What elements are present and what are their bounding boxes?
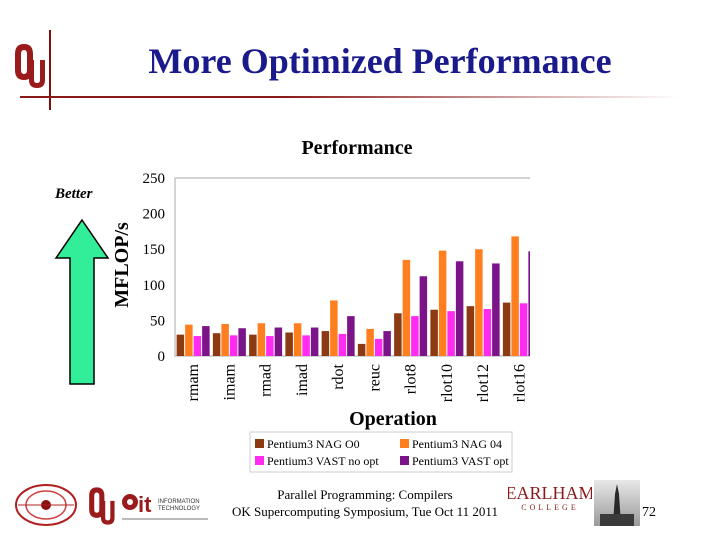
bar-rmad-series-1 [257, 323, 266, 356]
bar-rlot12-series-0 [466, 306, 475, 356]
x-tick-label: rlot12 [475, 364, 492, 402]
earlham-logo-text: EARLHAM [508, 483, 592, 503]
it-logo-line2: TECHNOLOGY [158, 506, 200, 512]
tower-photo-icon [594, 480, 640, 526]
x-tick-label: imam [221, 363, 238, 400]
y-tick-label: 0 [158, 349, 166, 365]
better-arrow-icon [54, 218, 110, 385]
page-number: 72 [642, 505, 656, 520]
footer-line2: OK Supercomputing Symposium, Tue Oct 11 … [232, 504, 498, 519]
y-tick-label: 250 [143, 171, 166, 187]
bar-reuc-series-2 [374, 338, 383, 356]
bar-imam-series-3 [238, 328, 246, 356]
ou-footer-logo-icon [89, 487, 115, 525]
bar-rlot16-series-2 [519, 303, 528, 356]
performance-chart: Performance MFLOP/s 0 50 100 150 200 250 rmam… [111, 137, 530, 473]
bar-rlot8-series-1 [402, 259, 411, 356]
footer-text: Parallel Programming: Compilers OK Super… [215, 486, 515, 520]
legend-swatch-3 [400, 456, 409, 465]
bar-imad-series-0 [285, 332, 293, 356]
x-tick-label: rmam [185, 363, 202, 401]
bar-rlot10-series-2 [447, 311, 455, 356]
slide-title: More Optimized Performance [148, 41, 612, 81]
bar-rlot16-series-0 [502, 302, 511, 356]
x-axis-label: Operation [349, 408, 437, 430]
better-label: Better [55, 186, 93, 202]
y-tick-label: 50 [150, 313, 165, 329]
bar-rlot10-series-1 [438, 250, 447, 356]
bar-reuc-series-3 [383, 331, 391, 356]
bar-rdot-series-3 [347, 316, 355, 356]
legend-swatch-0 [255, 439, 264, 448]
y-tick-label: 150 [143, 242, 166, 258]
bar-reuc-series-0 [357, 343, 366, 356]
bar-imad-series-2 [302, 335, 310, 356]
bar-rlot8-series-3 [419, 276, 428, 356]
x-tick-label: rlot16 [511, 364, 528, 402]
x-tick-label: imad [294, 364, 311, 396]
bar-imam-series-0 [212, 333, 221, 356]
bar-rdot-series-2 [338, 333, 347, 356]
legend-label-2: Pentium3 VAST no opt [267, 454, 379, 468]
bar-rdot-series-0 [321, 331, 330, 356]
bar-rlot8-series-2 [411, 316, 419, 356]
bar-rmam-series-0 [176, 334, 185, 356]
bar-rlot10-series-0 [430, 309, 438, 356]
bar-imad-series-3 [310, 327, 319, 356]
bar-rlot12-series-1 [475, 249, 483, 356]
bar-rmam-series-3 [202, 326, 210, 356]
legend-label-3: Pentium3 VAST opt [412, 454, 509, 468]
bar-imam-series-2 [229, 335, 238, 356]
oscer-logo-icon [15, 484, 77, 526]
bar-reuc-series-1 [366, 328, 374, 356]
chart-title: Performance [301, 137, 412, 159]
bar-rmam-series-1 [185, 324, 193, 356]
bar-rlot10-series-3 [455, 261, 464, 356]
legend-swatch-2 [255, 456, 264, 465]
x-tick-label: rmad [258, 364, 275, 397]
x-tick-label: reuc [366, 364, 383, 392]
earlham-logo-sub: COLLEGE [521, 503, 578, 512]
bar-rlot12-series-2 [483, 309, 492, 356]
legend-label-0: Pentium3 NAG O0 [267, 437, 360, 451]
bar-rmad-series-0 [249, 334, 257, 356]
legend-label-1: Pentium3 NAG 04 [412, 437, 502, 451]
header-horizontal-rule [20, 96, 680, 98]
x-tick-label: rdot [330, 363, 347, 389]
legend-swatch-1 [400, 439, 409, 448]
x-tick-label: rlot8 [403, 364, 420, 394]
y-axis-label: MFLOP/s [111, 222, 133, 308]
footer-line1: Parallel Programming: Compilers [277, 487, 453, 502]
legend-box [249, 431, 513, 473]
bar-rlot16-series-1 [511, 236, 519, 356]
bar-imam-series-1 [221, 323, 229, 356]
bar-rmad-series-2 [266, 336, 274, 356]
bar-rlot12-series-3 [492, 263, 500, 356]
y-tick-label: 100 [143, 278, 166, 294]
it-logo-line1: INFORMATION [158, 499, 200, 505]
svg-text:it: it [138, 492, 152, 517]
it-logo-icon: it INFORMATION TECHNOLOGY [122, 492, 208, 520]
x-tick-label: rlot10 [439, 364, 456, 402]
header-vertical-rule [49, 30, 51, 110]
bar-rdot-series-1 [330, 300, 338, 356]
earlham-logo-icon: EARLHAM COLLEGE [508, 483, 592, 512]
bar-rlot8-series-0 [394, 313, 402, 356]
bar-imad-series-1 [293, 323, 302, 356]
y-tick-label: 200 [143, 207, 166, 223]
ou-logo-icon [15, 44, 45, 88]
bar-rlot16-series-3 [528, 251, 530, 356]
bar-rmad-series-3 [274, 327, 283, 356]
bar-rmam-series-2 [193, 336, 202, 356]
